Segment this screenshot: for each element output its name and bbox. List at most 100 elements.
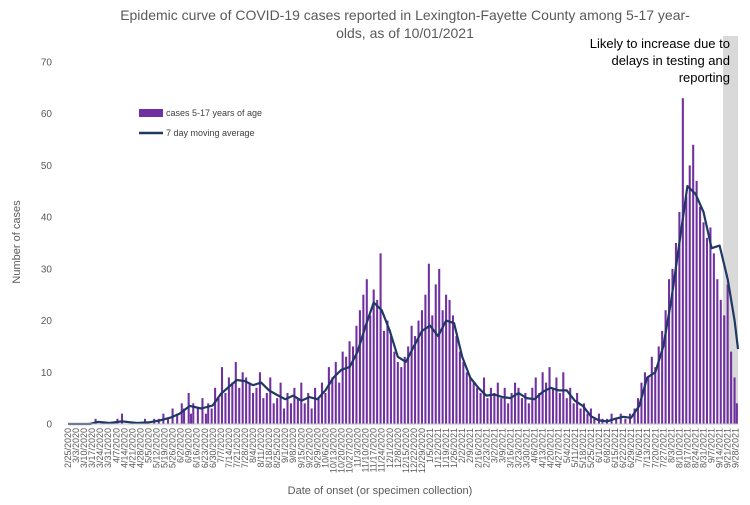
case-bar xyxy=(664,310,667,424)
x-tick-label: 4/21/2020 xyxy=(127,428,137,468)
case-bar xyxy=(476,387,479,424)
x-tick-label: 3/16/2021 xyxy=(506,428,516,468)
case-bar xyxy=(671,268,674,424)
case-bar xyxy=(654,367,657,424)
case-bar xyxy=(376,299,379,424)
case-bar xyxy=(681,98,684,424)
case-bar xyxy=(320,382,324,424)
x-tick-label: 4/20/2021 xyxy=(546,428,556,468)
case-bar xyxy=(730,351,733,424)
x-tick-label: 3/17/2020 xyxy=(87,428,97,468)
case-bar xyxy=(500,398,503,424)
case-bar xyxy=(379,253,382,424)
case-bar xyxy=(548,367,551,424)
case-bar xyxy=(615,418,618,424)
case-bar xyxy=(685,196,688,424)
x-tick-label: 7/27/2021 xyxy=(658,428,668,468)
case-bar xyxy=(458,351,461,424)
case-bar xyxy=(597,413,600,424)
case-bar xyxy=(224,392,227,424)
case-bar xyxy=(362,294,365,424)
case-bar xyxy=(628,413,632,424)
case-bar xyxy=(334,361,337,424)
legend-label-moving-average: 7 day moving average xyxy=(166,128,255,138)
case-bar xyxy=(593,418,596,424)
case-bar xyxy=(643,372,646,424)
case-bar xyxy=(699,206,702,424)
case-bar xyxy=(472,382,475,424)
case-bar xyxy=(189,413,193,424)
x-tick-label: 4/28/2020 xyxy=(135,428,145,468)
case-bar xyxy=(640,382,643,424)
case-bar xyxy=(633,408,636,424)
x-tick-label: 11/10/2020 xyxy=(361,428,371,472)
case-bar xyxy=(317,398,320,424)
case-bar xyxy=(482,377,486,424)
x-tick-label: 3/10/2020 xyxy=(79,428,89,468)
case-bar xyxy=(307,392,310,424)
case-bar xyxy=(187,392,190,424)
case-bar xyxy=(503,387,506,424)
x-tick-label: 7/21/2020 xyxy=(232,428,242,468)
x-tick-label: 10/20/2020 xyxy=(337,428,347,473)
x-tick-label: 8/24/2021 xyxy=(691,428,701,468)
x-tick-label: 5/18/2021 xyxy=(578,428,588,468)
case-bar xyxy=(424,294,427,424)
case-bar xyxy=(441,310,444,424)
x-tick-label: 2/2/2021 xyxy=(457,428,467,463)
x-tick-label: 8/10/2021 xyxy=(674,428,684,468)
case-bar xyxy=(407,346,410,424)
case-bar xyxy=(310,408,313,424)
x-tick-label: 9/14/2021 xyxy=(715,428,725,468)
case-bar xyxy=(647,377,650,424)
case-bar xyxy=(733,377,736,424)
y-tick-label: 50 xyxy=(41,161,53,172)
case-bar xyxy=(331,377,334,424)
x-tick-label: 7/6/2021 xyxy=(634,428,644,463)
case-bar xyxy=(338,382,341,424)
y-tick-label: 60 xyxy=(41,109,53,120)
legend: cases 5-17 years of age 7 day moving ave… xyxy=(139,108,262,138)
case-bar xyxy=(410,325,413,424)
case-bars xyxy=(94,98,738,424)
x-tick-label: 9/28/2021 xyxy=(731,428,741,468)
x-tick-label: 6/1/2021 xyxy=(594,428,604,463)
moving-average-line-layer xyxy=(68,185,740,426)
case-bar xyxy=(455,336,458,424)
x-tick-label: 5/25/2021 xyxy=(586,428,596,468)
case-bar xyxy=(279,382,282,424)
x-tick-label: 6/8/2021 xyxy=(602,428,612,463)
case-bar xyxy=(365,279,368,424)
case-bar xyxy=(351,346,355,424)
case-bar xyxy=(555,377,558,424)
case-bar xyxy=(355,325,358,424)
case-bar xyxy=(201,398,204,424)
x-tick-label: 8/4/2020 xyxy=(248,428,258,463)
case-bar xyxy=(541,372,544,424)
case-bar xyxy=(451,315,455,424)
x-tick-label: 10/6/2020 xyxy=(320,428,330,468)
case-bar xyxy=(427,263,430,424)
chart-title-line-1: Epidemic curve of COVID-19 cases reporte… xyxy=(120,7,690,23)
case-bar xyxy=(372,289,375,424)
case-bar xyxy=(434,284,437,424)
x-tick-label: 3/24/2020 xyxy=(95,428,105,468)
case-bar xyxy=(383,330,386,424)
x-tick-label: 6/30/2020 xyxy=(208,428,218,468)
case-bar xyxy=(358,310,361,424)
case-bar xyxy=(534,377,537,424)
case-bar xyxy=(393,351,396,424)
y-tick-label: 0 xyxy=(46,420,52,431)
case-bar xyxy=(579,408,582,424)
x-tick-label: 3/23/2021 xyxy=(514,428,524,468)
case-bar xyxy=(192,403,195,424)
case-bar xyxy=(723,315,726,424)
x-tick-label: 7/20/2021 xyxy=(650,428,660,468)
case-bar xyxy=(582,403,586,424)
case-bar xyxy=(341,351,344,424)
x-tick-label: 1/5/2021 xyxy=(425,428,435,463)
y-tick-label: 70 xyxy=(41,58,53,69)
case-bar xyxy=(207,403,210,424)
case-bar xyxy=(303,403,306,424)
